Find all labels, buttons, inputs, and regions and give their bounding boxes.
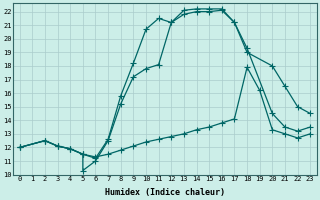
X-axis label: Humidex (Indice chaleur): Humidex (Indice chaleur): [105, 188, 225, 197]
